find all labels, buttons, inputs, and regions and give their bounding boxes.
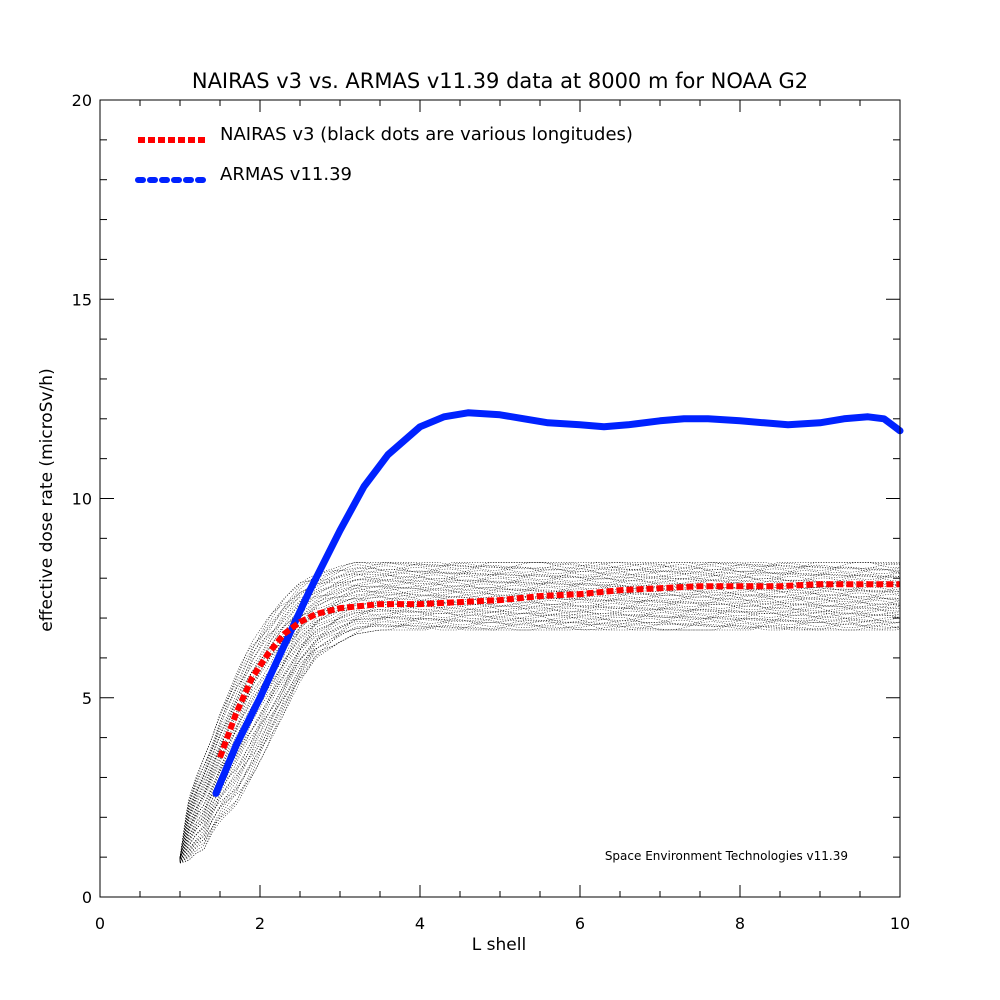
longitude-dot-trace — [179, 619, 901, 863]
longitude-dot-trace — [179, 562, 901, 858]
legend-label-armas: ARMAS v11.39 — [220, 164, 352, 185]
legend: NAIRAS v3 (black dots are various longit… — [135, 124, 633, 185]
x-tick-label: 8 — [735, 914, 745, 933]
tick-layer: 0 2 4 6 8 10 0 5 10 15 20 — [72, 91, 911, 933]
series-layer — [212, 409, 904, 797]
longitude-dot-trace — [179, 614, 901, 863]
series-armas-line — [212, 409, 904, 797]
longitude-dot-trace — [179, 623, 900, 864]
longitude-dot-trace — [179, 562, 901, 858]
longitude-dot-trace — [179, 567, 901, 859]
longitude-dot-trace — [179, 591, 901, 860]
longitude-dot-trace — [179, 582, 901, 860]
y-tick-label: 20 — [72, 91, 92, 110]
longitude-dot-trace — [179, 612, 901, 863]
longitude-dot-trace — [179, 564, 901, 858]
longitude-dot-trace — [179, 562, 901, 858]
longitude-dot-trace — [179, 605, 901, 862]
chart-title: NAIRAS v3 vs. ARMAS v11.39 data at 8000 … — [192, 69, 808, 93]
longitude-dot-trace — [179, 562, 901, 858]
legend-label-nairas: NAIRAS v3 (black dots are various longit… — [220, 124, 633, 145]
longitude-dot-trace — [179, 607, 901, 862]
longitude-dot-trace — [179, 609, 901, 863]
longitude-dot-trace — [179, 583, 901, 860]
y-tick-label: 5 — [82, 689, 92, 708]
longitude-dot-trace — [179, 594, 901, 861]
x-axis-label: L shell — [472, 935, 526, 955]
longitude-dot-trace — [179, 585, 900, 860]
longitude-dot-trace — [179, 598, 901, 861]
x-tick-label: 6 — [575, 914, 585, 933]
longitude-dot-trace — [179, 568, 901, 859]
y-tick-label: 15 — [72, 290, 92, 309]
longitude-dot-trace — [179, 621, 901, 864]
longitude-dot-trace — [179, 570, 900, 859]
longitude-dot-trace — [179, 586, 901, 861]
longitude-dot-trace — [179, 606, 901, 862]
x-tick-label: 0 — [95, 914, 105, 933]
longitude-dot-trace — [179, 600, 901, 862]
longitude-dot-trace — [179, 572, 901, 859]
x-tick-label: 4 — [415, 914, 425, 933]
longitude-dot-trace — [179, 615, 901, 863]
y-axis-label: effective dose rate (microSv/h) — [37, 368, 57, 631]
series-nairas-line — [217, 581, 900, 759]
longitude-dot-trace — [179, 574, 900, 859]
x-tick-label: 10 — [890, 914, 910, 933]
longitude-dot-trace — [179, 610, 901, 862]
y-tick-label: 0 — [82, 888, 92, 907]
credit-text: Space Environment Technologies v11.39 — [605, 849, 848, 863]
longitude-dot-trace — [179, 618, 901, 863]
x-tick-label: 2 — [255, 914, 265, 933]
longitude-dot-trace — [179, 601, 901, 862]
longitude-dot-trace — [179, 576, 901, 859]
y-tick-label: 10 — [72, 490, 92, 509]
longitude-dot-trace — [179, 565, 901, 858]
